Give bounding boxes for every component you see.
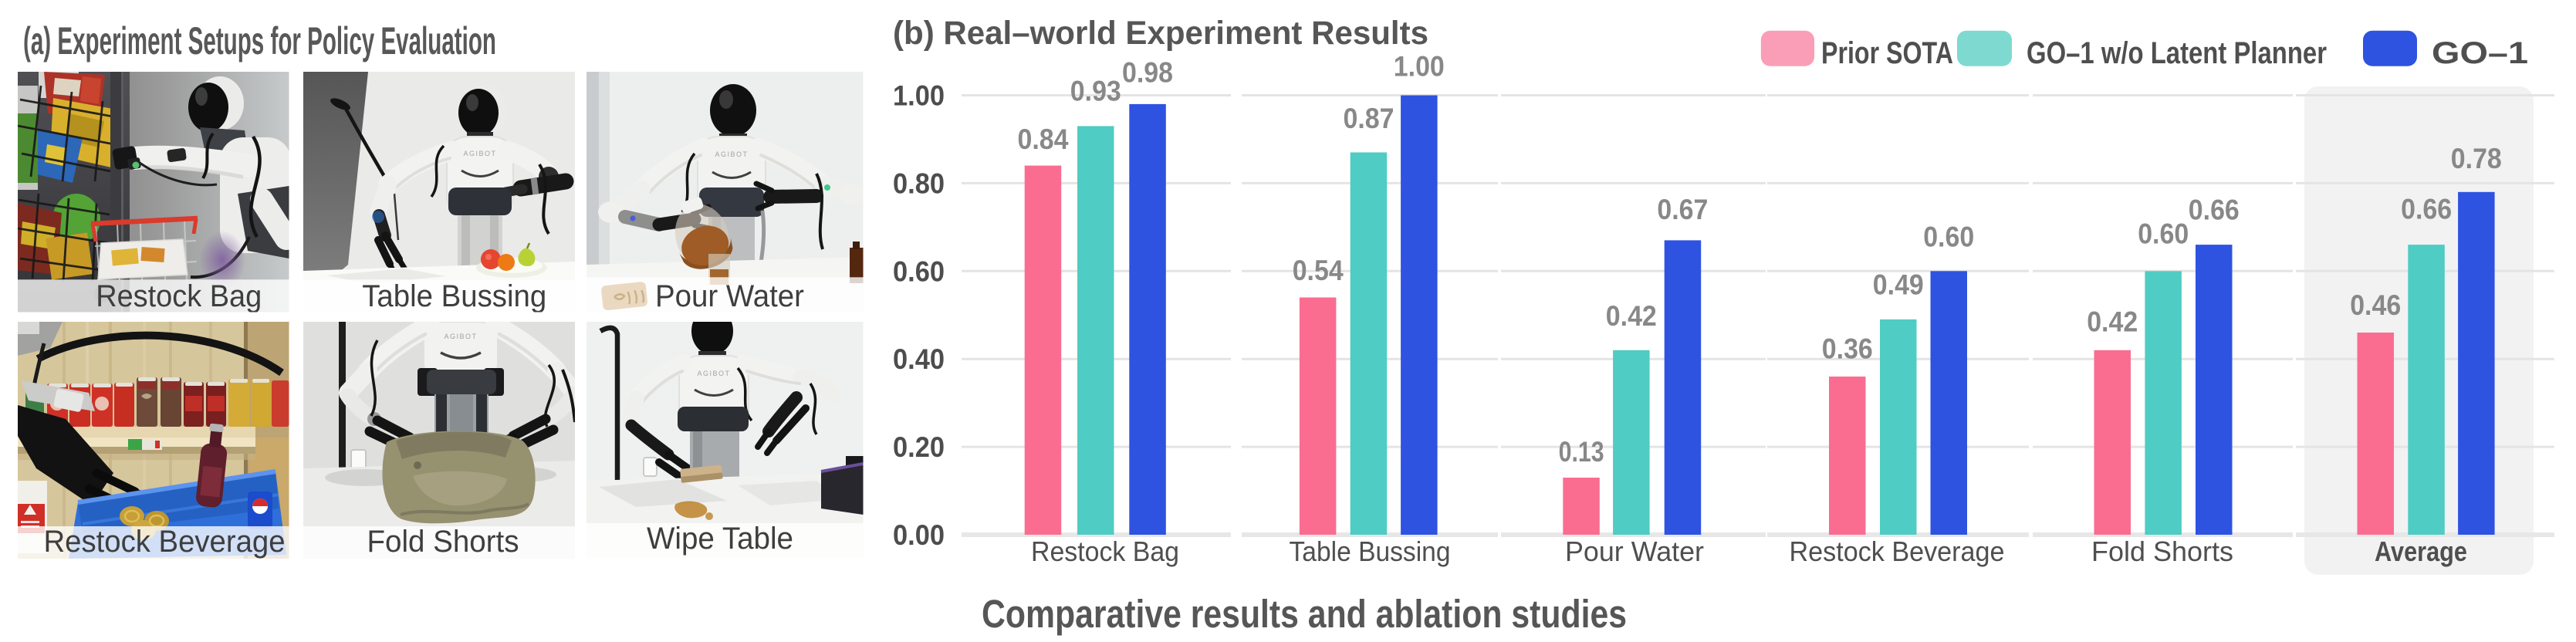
svg-text:(b) Real–world Experiment Resu: (b) Real–world Experiment Results	[893, 15, 1428, 52]
svg-text:0.98: 0.98	[1122, 56, 1173, 88]
svg-text:0.78: 0.78	[2451, 143, 2502, 174]
svg-text:0.42: 0.42	[1606, 300, 1657, 332]
svg-text:AGIBOT: AGIBOT	[697, 370, 730, 377]
svg-text:0.60: 0.60	[2138, 218, 2189, 250]
svg-text:0.80: 0.80	[893, 167, 945, 199]
svg-text:GO–1: GO–1	[2432, 36, 2528, 70]
svg-text:Restock Bag: Restock Bag	[96, 279, 262, 313]
svg-text:0.66: 0.66	[2401, 194, 2452, 225]
svg-text:Table Bussing: Table Bussing	[1290, 536, 1451, 567]
svg-text:0.20: 0.20	[893, 431, 945, 463]
svg-text:0.60: 0.60	[1923, 221, 1974, 252]
svg-text:Pour Water: Pour Water	[1565, 536, 1704, 567]
svg-text:Pour Water: Pour Water	[655, 279, 804, 313]
svg-text:AGIBOT: AGIBOT	[715, 150, 748, 158]
svg-text:0.60: 0.60	[893, 255, 945, 287]
svg-text:AGIBOT: AGIBOT	[463, 150, 496, 157]
svg-text:Restock Beverage: Restock Beverage	[1790, 536, 2005, 567]
svg-text:GO–1 w/o Latent Planner: GO–1 w/o Latent Planner	[2027, 36, 2327, 70]
svg-text:(a) Experiment Setups for Poli: (a) Experiment Setups for Policy Evaluat…	[23, 19, 496, 63]
svg-text:Table Bussing: Table Bussing	[362, 279, 546, 313]
svg-text:Prior SOTA: Prior SOTA	[1821, 36, 1953, 70]
svg-text:0.49: 0.49	[1873, 269, 1924, 301]
svg-text:0.84: 0.84	[1018, 123, 1069, 155]
svg-text:1.00: 1.00	[893, 80, 945, 112]
svg-text:Fold Shorts: Fold Shorts	[367, 525, 519, 559]
svg-text:Restock Bag: Restock Bag	[1031, 536, 1179, 567]
svg-text:AGIBOT: AGIBOT	[444, 333, 477, 340]
svg-text:0.00: 0.00	[893, 519, 945, 551]
svg-text:0.67: 0.67	[1657, 194, 1708, 225]
svg-text:0.54: 0.54	[1293, 255, 1344, 286]
svg-text:0.66: 0.66	[2189, 194, 2240, 226]
svg-text:Wipe Table: Wipe Table	[647, 522, 793, 556]
svg-text:0.46: 0.46	[2350, 289, 2401, 321]
svg-text:Fold Shorts: Fold Shorts	[2091, 536, 2233, 567]
svg-text:0.87: 0.87	[1344, 103, 1394, 134]
svg-text:0.36: 0.36	[1822, 333, 1873, 365]
svg-text:0.13: 0.13	[1559, 436, 1604, 468]
svg-text:Comparative results and ablati: Comparative results and ablation studies	[982, 592, 1627, 636]
svg-text:Restock Beverage: Restock Beverage	[44, 525, 286, 559]
svg-text:Average: Average	[2375, 536, 2467, 567]
svg-text:0.40: 0.40	[893, 343, 945, 375]
svg-text:1.00: 1.00	[1394, 51, 1445, 83]
svg-text:0.93: 0.93	[1070, 75, 1121, 106]
svg-text:0.42: 0.42	[2087, 306, 2138, 338]
